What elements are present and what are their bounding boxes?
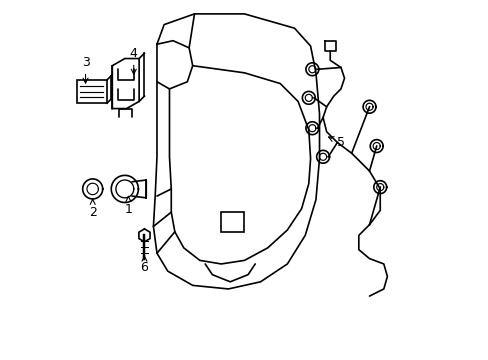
Text: 1: 1 xyxy=(124,197,132,216)
Text: 6: 6 xyxy=(140,256,148,274)
Text: 2: 2 xyxy=(88,199,97,219)
Text: 3: 3 xyxy=(81,56,89,83)
Text: 4: 4 xyxy=(129,47,138,74)
Text: 5: 5 xyxy=(328,136,344,149)
